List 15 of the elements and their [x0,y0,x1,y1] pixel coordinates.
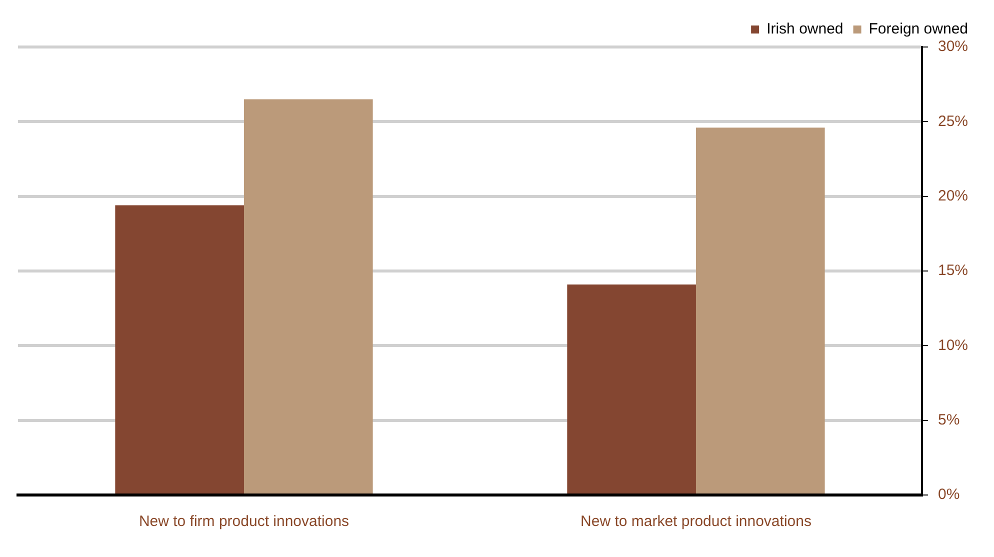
y-tick-label: 30% [938,38,968,56]
x-tick-label: New to market product innovations [580,513,812,530]
y-tick-label: 15% [938,262,968,280]
y-tick-label: 0% [938,486,960,504]
y-tick-label: 25% [938,112,968,130]
bar [115,205,244,494]
bar [244,99,373,494]
bar [567,284,696,494]
x-tick-label: New to firm product innovations [138,513,350,530]
bar [696,128,825,494]
y-tick-label: 5% [938,411,960,428]
y-tick-label: 10% [938,336,968,354]
legend-label: Irish owned [766,20,844,38]
legend-label: Foreign owned [868,20,968,38]
y-tick-label: 20% [938,187,968,204]
